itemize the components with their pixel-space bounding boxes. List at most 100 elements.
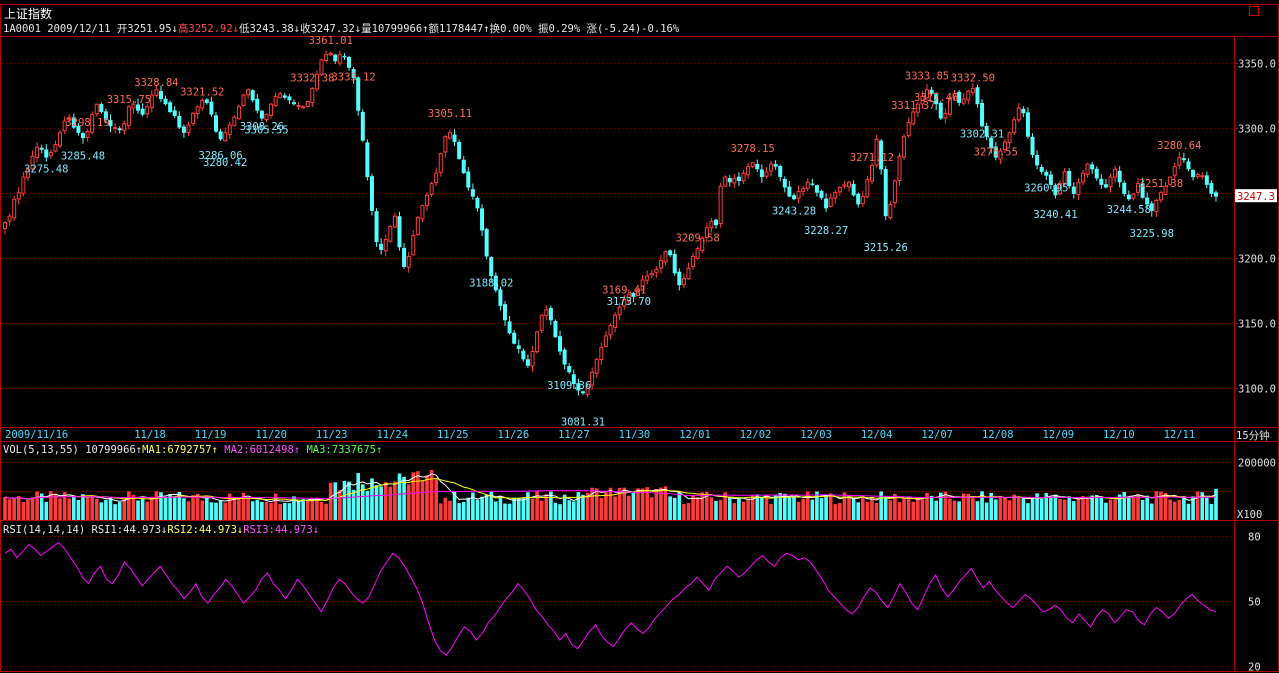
volume-tick-label: 200000 — [1238, 458, 1276, 470]
volume-bar — [186, 501, 191, 520]
vol-legend-name: VOL(5,13,55) — [3, 444, 79, 456]
volume-ma-lines — [4, 473, 1217, 503]
candle-body — [71, 117, 76, 128]
candle-body — [580, 391, 585, 394]
candle-body — [415, 216, 420, 235]
candle-body — [590, 371, 595, 386]
candle-body — [1126, 194, 1131, 200]
low-annotation: 3286.06 — [198, 150, 242, 162]
quote-volume: 量10799966↑ — [361, 23, 429, 35]
candle-body — [108, 120, 113, 127]
candle-body — [191, 112, 196, 124]
volume-bar — [62, 492, 67, 520]
candle-body — [695, 248, 700, 259]
candle-body — [484, 228, 489, 257]
low-annotation: 3188.02 — [469, 277, 513, 289]
date-label: 12/09 — [1042, 429, 1074, 441]
low-annotation: 3302.31 — [960, 129, 1004, 141]
candle-body — [310, 88, 315, 104]
candle-body — [1039, 167, 1044, 172]
candle-body — [1195, 173, 1200, 178]
candle-body — [649, 272, 654, 276]
volume-bar — [1205, 497, 1209, 520]
low-annotation: 3260.95 — [1024, 182, 1068, 194]
volume-bar — [925, 492, 929, 520]
volume-bar — [315, 497, 319, 520]
volume-bar — [815, 491, 819, 520]
close-icon[interactable] — [1249, 6, 1259, 16]
volume-bar — [434, 479, 438, 520]
candle-body — [1186, 161, 1191, 170]
candle-body — [567, 366, 572, 373]
candle-body — [576, 383, 581, 391]
candle-body — [943, 112, 948, 119]
volume-bar — [397, 473, 402, 520]
volume-bar — [902, 498, 906, 520]
candle-body — [1085, 163, 1090, 175]
volume-bar — [994, 499, 998, 520]
low-annotation: 3243.28 — [772, 205, 816, 217]
volume-bar — [324, 503, 328, 520]
candle-body — [392, 215, 397, 228]
volume-bar — [594, 488, 599, 520]
volume-legend: VOL(5,13,55) 10799966↑MA1:6792757↑ MA2:6… — [3, 444, 382, 456]
volume-bar — [1209, 503, 1214, 520]
candle-body — [1154, 200, 1159, 213]
volume-bar — [549, 491, 553, 520]
date-label: 11/19 — [195, 429, 227, 441]
volume-bar — [645, 487, 649, 520]
rsi-tick-label: 80 — [1248, 532, 1261, 544]
volume-bar — [283, 502, 287, 520]
volume-bar — [943, 491, 948, 520]
candle-body — [25, 168, 30, 178]
candle-body — [1080, 172, 1085, 183]
candle-body — [828, 197, 833, 207]
volume-bar — [980, 491, 984, 520]
volume-bar — [961, 493, 966, 520]
high-annotation: 3169.41 — [602, 285, 646, 297]
volume-bar — [888, 500, 893, 520]
high-annotation: 3321.52 — [180, 87, 224, 99]
date-label: 12/07 — [921, 429, 953, 441]
volume-bar — [989, 492, 994, 520]
volume-bar — [796, 501, 801, 520]
date-label: 12/01 — [679, 429, 711, 441]
rsi-legend-name: RSI(14,14,14) — [3, 524, 86, 536]
rsi-legend-rsi3: RSI3:44.973↓ — [243, 524, 320, 536]
date-label: 11/26 — [498, 429, 530, 441]
candle-body — [1035, 154, 1040, 166]
volume-bar — [544, 494, 549, 520]
candle-body — [874, 138, 879, 166]
candle-body — [163, 98, 168, 105]
candle-body — [35, 146, 40, 159]
volume-bar — [255, 500, 260, 520]
volume-bar — [966, 493, 971, 520]
volume-bar — [471, 492, 475, 520]
candle-body — [727, 178, 732, 183]
volume-bar — [718, 499, 723, 520]
volume-bar — [512, 497, 516, 520]
candle-body — [177, 116, 182, 128]
volume-bar — [847, 494, 851, 520]
volume-bar — [741, 501, 746, 520]
volume-bar — [824, 495, 828, 520]
candle-body — [521, 350, 526, 360]
candle-body — [1103, 184, 1108, 188]
date-label: 12/02 — [740, 429, 772, 441]
candle-body — [379, 243, 384, 250]
candle-body — [126, 106, 131, 127]
volume-bar — [16, 496, 21, 520]
volume-bar — [301, 499, 305, 520]
candle-body — [769, 163, 774, 172]
date-label: 11/30 — [619, 429, 651, 441]
candle-body — [76, 125, 81, 133]
volume-bar — [838, 503, 842, 520]
date-label: 11/25 — [437, 429, 469, 441]
candle-body — [429, 183, 434, 195]
candle-body — [287, 96, 292, 101]
volume-bar — [360, 484, 365, 520]
candle-body — [920, 95, 925, 105]
candle-body — [1140, 183, 1145, 198]
candle-body — [319, 59, 324, 76]
